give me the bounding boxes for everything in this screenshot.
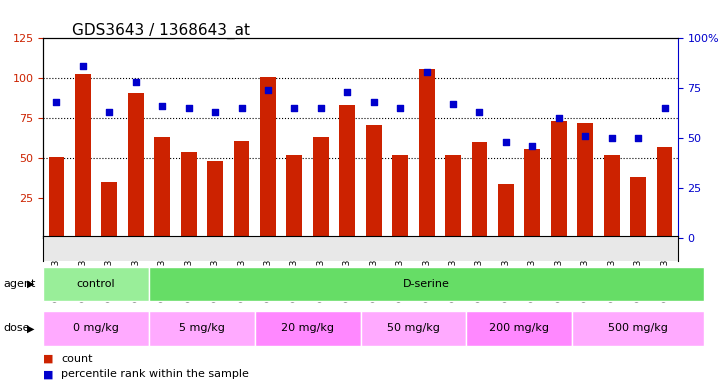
Point <box>421 69 433 75</box>
Text: 5 mg/kg: 5 mg/kg <box>179 323 225 333</box>
Point <box>104 109 115 115</box>
Point <box>288 105 300 111</box>
Text: control: control <box>77 279 115 289</box>
Text: 50 mg/kg: 50 mg/kg <box>387 323 440 333</box>
Point <box>262 87 274 93</box>
Point <box>209 109 221 115</box>
Bar <box>366 125 381 238</box>
Bar <box>234 141 249 238</box>
Text: count: count <box>61 354 93 364</box>
Text: 0 mg/kg: 0 mg/kg <box>74 323 119 333</box>
Bar <box>154 137 170 238</box>
Point <box>606 135 617 141</box>
Bar <box>472 142 487 238</box>
Text: ▶: ▶ <box>27 279 35 289</box>
Bar <box>75 74 91 238</box>
Point <box>553 115 565 121</box>
Point <box>315 105 327 111</box>
Bar <box>128 93 143 238</box>
Text: 20 mg/kg: 20 mg/kg <box>281 323 334 333</box>
Point <box>130 79 141 85</box>
Point <box>659 105 671 111</box>
Text: ▶: ▶ <box>27 323 35 333</box>
Bar <box>313 137 329 238</box>
Text: 200 mg/kg: 200 mg/kg <box>489 323 549 333</box>
Text: dose: dose <box>4 323 30 333</box>
Bar <box>340 106 355 238</box>
Point <box>580 133 591 139</box>
Point <box>183 105 195 111</box>
Bar <box>524 149 540 238</box>
Bar <box>207 161 223 238</box>
Point <box>77 63 89 70</box>
Point <box>50 99 62 105</box>
Bar <box>260 77 276 238</box>
Text: GDS3643 / 1368643_at: GDS3643 / 1368643_at <box>72 23 250 39</box>
Point <box>156 103 168 109</box>
Text: ■: ■ <box>43 369 54 379</box>
Bar <box>551 121 567 238</box>
Bar <box>578 123 593 238</box>
Point <box>500 139 512 145</box>
Text: percentile rank within the sample: percentile rank within the sample <box>61 369 249 379</box>
Bar <box>48 157 64 238</box>
Point <box>368 99 379 105</box>
Bar <box>603 155 619 238</box>
Point <box>236 105 247 111</box>
Bar <box>286 155 302 238</box>
Bar <box>102 182 118 238</box>
Point <box>474 109 485 115</box>
Bar <box>657 147 673 238</box>
Text: ■: ■ <box>43 354 54 364</box>
Point <box>447 101 459 108</box>
Bar <box>630 177 646 238</box>
Text: agent: agent <box>4 279 36 289</box>
Text: 500 mg/kg: 500 mg/kg <box>608 323 668 333</box>
Bar <box>392 155 408 238</box>
Bar <box>419 69 435 238</box>
Point <box>632 135 644 141</box>
Bar <box>181 152 197 238</box>
Point <box>342 89 353 95</box>
Bar <box>445 155 461 238</box>
Bar <box>498 184 514 238</box>
Point <box>394 105 406 111</box>
Point <box>526 143 538 149</box>
Text: D-serine: D-serine <box>403 279 450 289</box>
